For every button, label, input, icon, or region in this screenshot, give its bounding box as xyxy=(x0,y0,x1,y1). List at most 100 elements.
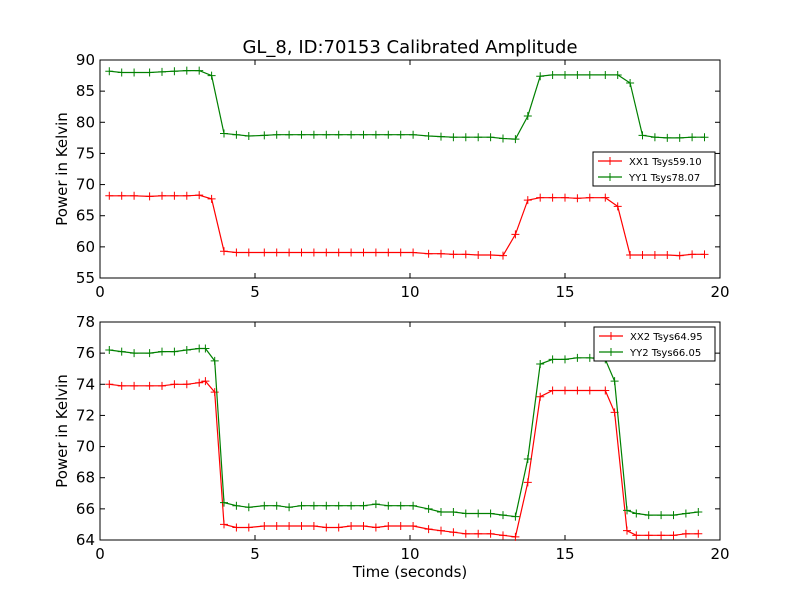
data-point xyxy=(170,67,179,76)
data-point xyxy=(244,523,253,532)
y-axis-label: Power in Kelvin xyxy=(53,374,71,488)
data-point xyxy=(260,521,269,530)
data-point xyxy=(536,72,545,81)
data-point xyxy=(523,196,532,205)
data-point xyxy=(638,250,647,259)
y-tick-label: 55 xyxy=(76,269,95,287)
data-point xyxy=(347,521,356,530)
data-point xyxy=(145,349,154,358)
data-point xyxy=(511,135,520,144)
data-point xyxy=(158,381,166,390)
y-tick-label: 70 xyxy=(76,438,95,456)
data-point xyxy=(145,68,154,77)
data-point xyxy=(409,521,418,530)
data-point xyxy=(474,250,483,259)
data-point xyxy=(688,133,697,142)
data-point xyxy=(644,531,653,540)
data-point xyxy=(409,130,418,139)
data-point xyxy=(322,248,331,257)
data-point xyxy=(322,523,331,532)
data-point xyxy=(297,248,306,257)
data-point xyxy=(396,521,405,530)
chart-title: GL_8, ID:70153 Calibrated Amplitude xyxy=(242,37,577,58)
data-point xyxy=(309,130,318,139)
y-tick-label: 64 xyxy=(76,531,95,549)
data-point xyxy=(499,251,507,260)
x-tick-label: 15 xyxy=(555,545,574,563)
x-tick-label: 10 xyxy=(400,283,419,301)
data-point xyxy=(461,133,470,142)
data-point xyxy=(334,523,343,532)
data-point xyxy=(644,511,653,520)
y-tick-label: 78 xyxy=(76,313,95,331)
data-point xyxy=(585,353,594,362)
data-point xyxy=(486,133,495,142)
data-point xyxy=(632,509,641,518)
data-point xyxy=(220,498,228,507)
data-point xyxy=(207,71,216,80)
data-point xyxy=(158,347,166,356)
data-point xyxy=(232,501,241,510)
legend-marker xyxy=(606,157,614,165)
data-point xyxy=(371,500,380,509)
data-point xyxy=(499,511,507,520)
data-point xyxy=(396,130,405,139)
data-point xyxy=(424,249,433,258)
data-point xyxy=(145,381,154,390)
data-point xyxy=(232,130,241,139)
data-point xyxy=(694,529,703,538)
data-point xyxy=(272,248,281,257)
data-point xyxy=(536,392,545,401)
data-point xyxy=(626,250,635,259)
series-line xyxy=(109,194,705,257)
data-point xyxy=(195,378,204,387)
data-point xyxy=(272,501,281,510)
y-axis-label: Power in Kelvin xyxy=(53,112,71,226)
data-point xyxy=(244,248,253,257)
data-point xyxy=(105,191,114,200)
data-point xyxy=(182,191,191,200)
data-point xyxy=(613,202,622,211)
legend-label: XX1 Tsys59.10 xyxy=(629,157,702,168)
data-point xyxy=(347,248,356,257)
data-point xyxy=(610,377,619,386)
data-point xyxy=(585,386,594,395)
data-point xyxy=(474,509,483,518)
data-point xyxy=(548,386,557,395)
data-point xyxy=(688,250,697,259)
data-point xyxy=(632,531,641,540)
data-point xyxy=(359,521,368,530)
bottom-x-axis-label: Time (seconds) xyxy=(352,563,468,581)
legend-label: XX2 Tsys64.95 xyxy=(630,332,703,343)
data-point xyxy=(371,130,380,139)
x-tick-label: 20 xyxy=(710,545,729,563)
x-tick-label: 0 xyxy=(95,545,105,563)
data-point xyxy=(486,250,495,259)
data-point xyxy=(309,501,318,510)
data-point xyxy=(437,526,445,535)
data-point xyxy=(201,344,210,353)
data-point xyxy=(573,386,582,395)
data-point xyxy=(272,521,281,530)
data-point xyxy=(145,192,154,201)
data-point xyxy=(201,377,210,386)
data-point xyxy=(232,523,241,532)
data-point xyxy=(130,191,139,200)
data-point xyxy=(297,521,306,530)
data-point xyxy=(207,194,216,203)
data-point xyxy=(548,70,557,79)
y-tick-label: 85 xyxy=(76,82,95,100)
data-point xyxy=(322,501,331,510)
data-point xyxy=(523,478,532,487)
data-point xyxy=(220,520,228,529)
data-point xyxy=(158,191,166,200)
data-point xyxy=(461,529,470,538)
data-point xyxy=(309,248,318,257)
data-point xyxy=(437,507,445,516)
data-point xyxy=(285,130,294,139)
y-tick-label: 60 xyxy=(76,238,95,256)
data-point xyxy=(334,501,343,510)
data-point xyxy=(536,360,545,369)
data-point xyxy=(130,68,139,77)
x-tick-label: 0 xyxy=(95,283,105,301)
